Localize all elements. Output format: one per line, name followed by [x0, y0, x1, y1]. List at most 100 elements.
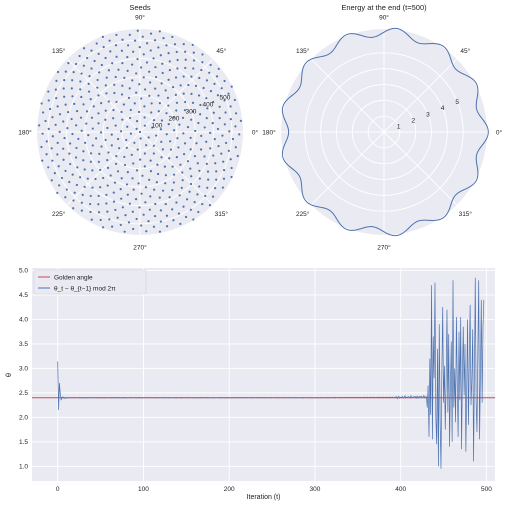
seed-point [198, 169, 201, 172]
seed-point [137, 110, 141, 114]
seed-point [70, 117, 73, 121]
energy-angle-label: 45° [460, 47, 470, 55]
seed-point [100, 63, 103, 67]
seed-point [80, 72, 83, 75]
theta-x-tick-label: 400 [395, 486, 406, 493]
seed-point [142, 76, 145, 79]
seed-point [56, 141, 59, 144]
seed-point [79, 88, 82, 91]
seed-point [149, 195, 152, 198]
seed-point [75, 183, 78, 187]
seed-point [188, 190, 191, 193]
seed-point [169, 148, 173, 151]
seed-point [123, 155, 126, 159]
energy-curve [281, 27, 489, 237]
energy-radial-label: 3 [426, 111, 430, 118]
seed-point [149, 49, 152, 52]
seed-point [197, 121, 200, 125]
seed-point [148, 178, 151, 181]
theta-x-ticks: 0 100 200 300 400 500 [56, 486, 492, 493]
seed-point [172, 181, 175, 184]
seed-point [147, 220, 150, 223]
seeds-angle-label: 225° [52, 210, 66, 218]
seed-point [184, 100, 187, 104]
seed-point [133, 39, 137, 42]
seed-point [160, 140, 163, 143]
seed-point [112, 117, 115, 120]
seed-point [211, 195, 215, 198]
seed-point [201, 53, 204, 56]
seed-point [63, 79, 66, 82]
seeds-title: Seeds [129, 3, 151, 12]
seed-point [80, 129, 83, 132]
seed-point [128, 202, 131, 205]
seed-point [172, 219, 175, 222]
seed-point [189, 208, 192, 211]
seed-point [145, 230, 148, 233]
energy-grid-spoke [310, 131, 385, 206]
seed-point [206, 186, 209, 189]
seed-point [159, 128, 162, 131]
seed-point [90, 116, 94, 119]
seed-point [227, 92, 230, 95]
seed-point [184, 66, 187, 70]
seed-point [181, 179, 184, 182]
seed-point [161, 62, 164, 65]
seed-point [202, 86, 205, 90]
seed-point [230, 175, 233, 179]
seed-point [171, 188, 174, 192]
seed-point [192, 51, 195, 54]
seed-point [111, 62, 114, 65]
legend-box [33, 269, 147, 295]
seed-point [200, 134, 203, 137]
seed-point [86, 177, 89, 180]
seed-point [154, 87, 157, 90]
seed-point [151, 126, 154, 129]
seed-point [203, 155, 206, 158]
energy-radial-label: 2 [411, 117, 415, 124]
seed-point [154, 66, 157, 69]
seed-point [216, 127, 220, 131]
seed-point [143, 124, 146, 127]
seed-point [212, 154, 215, 157]
seed-point [67, 62, 70, 65]
seed-point [223, 99, 226, 102]
seed-point [107, 69, 110, 72]
seed-point [123, 230, 126, 233]
theta-y-tick-label: 2.0 [19, 415, 28, 422]
seed-point [218, 117, 221, 120]
seed-point [238, 133, 241, 136]
seed-point [156, 163, 159, 166]
seed-point [163, 165, 166, 168]
seed-point [63, 136, 66, 140]
seed-point [121, 38, 124, 41]
seed-point [230, 85, 233, 88]
seed-point [174, 76, 178, 79]
seed-point [215, 170, 218, 173]
seed-point [69, 142, 72, 145]
theta-y-tick-label: 2.5 [19, 390, 28, 397]
energy-grid-spoke [310, 58, 385, 133]
seed-point [229, 158, 232, 161]
seed-point [164, 89, 167, 92]
seed-point [115, 100, 118, 104]
seeds-angle-labels: 0° 45° 90° 135° 180° 225° 270° 315° [18, 14, 258, 252]
seed-point [105, 76, 108, 79]
seed-point [140, 192, 143, 195]
seed-point [173, 43, 177, 46]
seed-point [230, 166, 233, 170]
seed-point [126, 125, 129, 128]
seed-point [63, 95, 66, 98]
seed-point [167, 52, 170, 55]
seed-point [51, 135, 54, 138]
seed-point [158, 196, 161, 199]
seed-point [99, 218, 102, 222]
energy-angle-label: 270° [377, 244, 391, 252]
seed-point [199, 148, 203, 151]
seed-point [165, 133, 168, 136]
seed-point [58, 113, 62, 116]
seed-point [131, 79, 134, 82]
seed-point [97, 211, 101, 214]
seed-point [79, 176, 82, 179]
seed-point [152, 152, 155, 155]
